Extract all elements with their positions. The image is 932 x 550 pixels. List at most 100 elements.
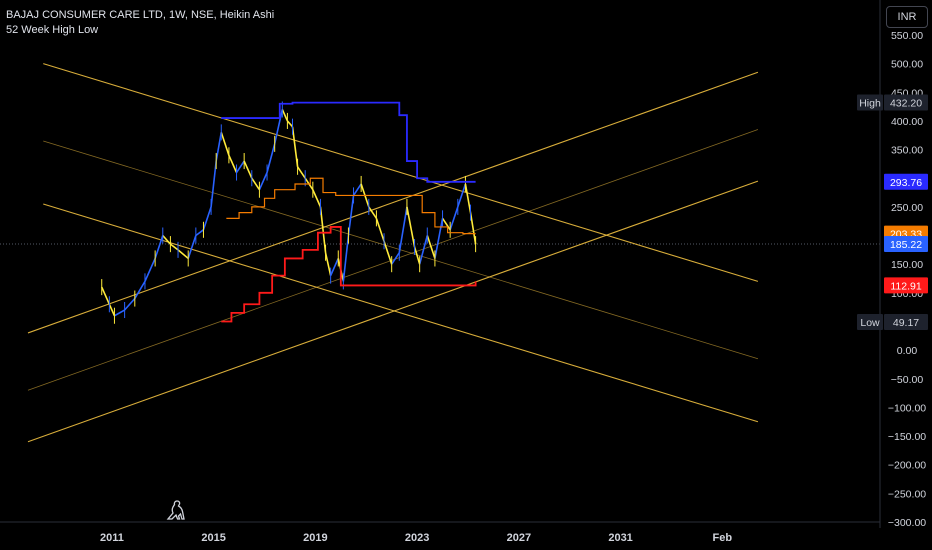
price-segment	[108, 303, 116, 317]
x-tick-label: 2023	[405, 532, 429, 544]
trend-channels	[27, 63, 759, 443]
price-segment	[273, 109, 284, 145]
price-label-name: High	[859, 97, 881, 109]
price-label-box	[884, 277, 928, 294]
price-segment	[469, 212, 477, 245]
y-tick-label: 0.00	[897, 345, 918, 357]
price-segment	[368, 206, 378, 219]
price-segment	[169, 243, 179, 251]
channel-line	[27, 180, 759, 443]
price-segment	[441, 217, 451, 231]
price-segment	[134, 280, 146, 299]
price-segment	[291, 126, 299, 167]
price-segment	[210, 160, 217, 207]
price-segment	[124, 298, 136, 311]
symbol-title[interactable]: BAJAJ CONSUMER CARE LTD, 1W, NSE, Heikin…	[6, 9, 275, 21]
price-segment	[347, 195, 355, 236]
price-segment	[418, 235, 429, 265]
channel-line	[27, 129, 759, 391]
y-tick-label: −200.00	[888, 460, 926, 472]
price-segment	[352, 183, 362, 196]
y-tick-label: 400.00	[891, 116, 923, 128]
channel-line	[27, 71, 759, 334]
y-tick-label: −150.00	[888, 431, 926, 443]
price-segment	[329, 258, 339, 276]
price-segment	[449, 206, 459, 231]
chart-legend: BAJAJ CONSUMER CARE LTD, 1W, NSE, Heikin…	[6, 8, 274, 38]
price-segment	[296, 166, 306, 179]
price-segment	[457, 183, 467, 208]
52-week-low-line	[221, 226, 477, 323]
price-segment	[154, 235, 164, 259]
x-tick-label: 2011	[100, 532, 124, 544]
price-segment	[413, 246, 421, 265]
price-segment	[266, 143, 276, 173]
x-tick-label: 2031	[608, 532, 632, 544]
y-tick-label: 250.00	[891, 202, 923, 214]
price-segment	[342, 235, 350, 282]
price-segment	[434, 218, 444, 259]
price-label-box	[884, 235, 928, 252]
price-segment	[324, 252, 332, 276]
channel-line	[43, 63, 759, 282]
price-segment	[398, 206, 408, 253]
y-tick-label: −250.00	[888, 488, 926, 500]
price-segment	[426, 235, 436, 259]
price-segment	[281, 109, 289, 122]
52-week-mid-line	[226, 177, 476, 235]
price-label-value: 49.17	[893, 317, 919, 329]
y-tick-label: 150.00	[891, 259, 923, 271]
price-label-value: 432.20	[890, 97, 922, 109]
price-label-value: 293.76	[890, 177, 922, 189]
price-label-tag	[857, 94, 883, 111]
x-tick-label: Feb	[713, 532, 733, 544]
price-segment	[162, 234, 172, 245]
y-tick-label: 350.00	[891, 145, 923, 157]
price-segment	[391, 252, 400, 265]
price-segment	[215, 132, 223, 162]
52-week-lines	[221, 101, 477, 323]
price-label-value: 185.22	[890, 239, 922, 251]
x-tick-label: 2019	[303, 532, 327, 544]
price-segment	[406, 206, 416, 248]
price-segment	[251, 177, 261, 191]
x-tick-label: 2015	[201, 532, 225, 544]
y-tick-label: 500.00	[891, 59, 923, 71]
price-segment	[464, 183, 472, 213]
price-segment	[312, 189, 322, 208]
price-segment	[286, 120, 294, 128]
price-segment	[235, 160, 245, 173]
price-segment	[383, 241, 393, 265]
price-segment	[220, 132, 230, 156]
price-segment	[243, 160, 253, 179]
price-label-value: 112.91	[890, 280, 921, 292]
price-segment	[101, 286, 111, 305]
52-week-high-line	[221, 101, 476, 183]
y-tick-label: −100.00	[888, 402, 926, 414]
price-segment	[202, 206, 212, 231]
tradingview-dino-logo-icon[interactable]	[164, 498, 190, 524]
currency-button[interactable]: INR	[886, 6, 928, 28]
price-segment	[228, 154, 238, 173]
y-tick-label: −300.00	[888, 517, 926, 529]
price-series	[101, 101, 477, 324]
price-segment	[114, 309, 126, 317]
price-segment	[258, 172, 268, 191]
y-tick-label: 550.00	[891, 30, 923, 42]
price-segment	[177, 249, 189, 260]
indicator-title[interactable]: 52 Week High Low	[6, 24, 99, 36]
price-segment	[187, 235, 197, 259]
channel-line	[43, 203, 759, 423]
price-label-box	[884, 313, 928, 330]
price-segment	[195, 229, 204, 237]
x-tick-label: 2027	[507, 532, 531, 544]
price-segment	[144, 258, 156, 282]
price-label-box	[884, 94, 928, 111]
price-label-box	[884, 173, 928, 190]
price-label-name: Low	[860, 317, 880, 329]
y-tick-label: −50.00	[891, 374, 924, 386]
price-segment	[375, 218, 385, 242]
